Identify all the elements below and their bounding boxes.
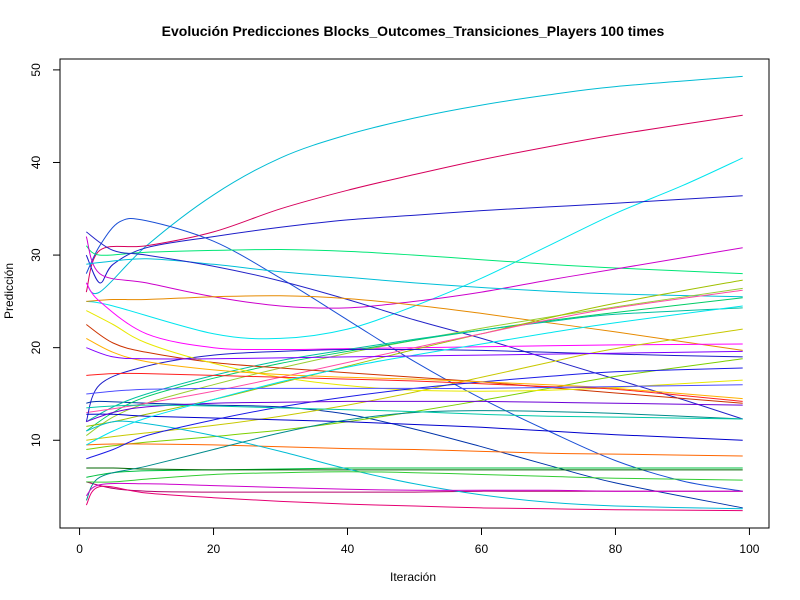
y-tick-label: 30: [29, 248, 43, 262]
x-tick-label: 100: [739, 542, 759, 556]
series-line-17: [86, 289, 743, 413]
series-line-9: [86, 231, 743, 420]
series-line-11: [85, 282, 743, 351]
y-tick-label: 40: [29, 155, 43, 169]
series-line-10: [86, 295, 743, 351]
series-line-8: [86, 258, 743, 298]
series-line-36: [85, 482, 743, 497]
series-line-35: [86, 404, 743, 420]
y-axis-label: Predicción: [2, 263, 16, 319]
x-tick-label: 40: [341, 542, 355, 556]
series-line-39: [86, 305, 743, 446]
series-line-33: [86, 471, 743, 483]
series-line-5: [85, 218, 743, 492]
series-line-21: [86, 324, 743, 404]
x-axis: 0 20 40 60 80 100: [76, 527, 760, 556]
series-line-31: [85, 410, 743, 501]
series-line-26: [86, 413, 743, 441]
series-line-34: [86, 400, 743, 423]
series-line-15: [86, 307, 743, 423]
plot-frame: [59, 58, 770, 529]
series-line-24: [86, 467, 743, 478]
x-tick-label: 80: [609, 542, 623, 556]
series-line-32: [86, 367, 743, 460]
series-line-40: [86, 347, 743, 360]
y-axis: 10 20 30 40 50: [29, 63, 61, 447]
series-line-38: [86, 384, 743, 395]
series-line-18: [86, 328, 743, 441]
series-line-12: [86, 400, 743, 509]
series-line-7: [85, 236, 743, 309]
series-line-16: [86, 279, 743, 427]
series-layer: [85, 75, 743, 512]
plot-area: [59, 58, 770, 529]
x-tick-label: 0: [76, 542, 83, 556]
series-line-37: [86, 337, 743, 400]
series-line-4: [85, 195, 743, 284]
series-line-22: [86, 310, 743, 392]
y-tick-label: 20: [29, 341, 43, 355]
series-line-27: [86, 443, 743, 457]
series-line-19: [86, 358, 743, 450]
y-tick-label: 10: [29, 433, 43, 447]
series-line-3: [86, 157, 743, 340]
series-line-2: [85, 114, 743, 293]
y-tick-label: 50: [29, 63, 43, 77]
x-tick-label: 20: [207, 542, 221, 556]
x-axis-label: Iteración: [390, 570, 436, 584]
series-line-29: [85, 485, 743, 512]
series-line-25: [86, 467, 743, 471]
series-line-6: [85, 245, 743, 275]
x-tick-label: 60: [475, 542, 489, 556]
chart-title: Evolución Predicciones Blocks_Outcomes_T…: [162, 23, 665, 39]
series-line-14: [86, 297, 743, 432]
series-line-23: [86, 372, 743, 402]
